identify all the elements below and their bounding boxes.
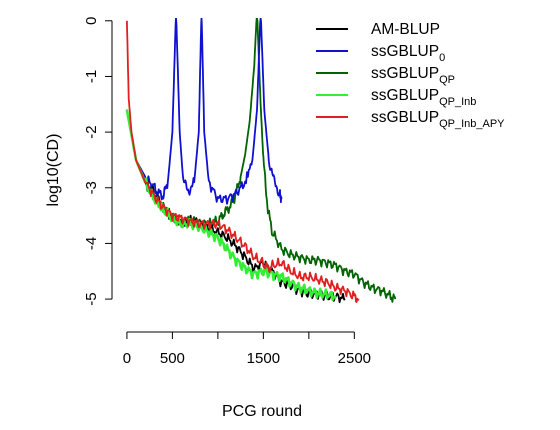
x-ticks: 0 500 1500 2500 [123,332,371,367]
y-tick-label: -3 [83,181,100,194]
legend-label-subscript: QP [439,74,455,86]
y-ticks: 0 -1 -2 -3 -4 -5 [83,17,112,306]
x-tick-label: 0 [123,350,131,367]
y-tick-label: -2 [83,125,100,138]
legend-label: ssGBLUP0 [371,43,445,64]
legend: AM-BLUP ssGBLUP0ssGBLUPQPssGBLUPQP_InbssG… [316,21,505,130]
x-tick-label: 1500 [247,350,280,367]
plot-lines [125,18,397,304]
legend-label-subscript: 0 [439,52,445,64]
y-tick-label: -4 [83,237,100,250]
x-tick-label: 2500 [338,350,371,367]
legend-label: AM-BLUP [371,21,440,38]
legend-label: ssGBLUPQP_Inb_APY [371,109,505,130]
series-line [126,18,283,205]
x-tick-label: 500 [160,350,185,367]
legend-label: ssGBLUPQP [371,65,455,86]
y-tick-label: 0 [83,17,100,25]
y-axis-title: log10(CD) [45,134,62,207]
axes: 0 -1 -2 -3 -4 -5 0 500 1500 2500 [83,17,371,367]
y-tick-label: -5 [83,292,100,305]
legend-label: ssGBLUPQP_Inb [371,87,476,108]
legend-label-subscript: QP_Inb_APY [439,118,505,130]
series-line [126,20,360,303]
x-axis-title: PCG round [222,403,302,420]
series-line [125,109,338,302]
y-tick-label: -1 [83,70,100,83]
legend-label-subscript: QP_Inb [439,96,476,108]
